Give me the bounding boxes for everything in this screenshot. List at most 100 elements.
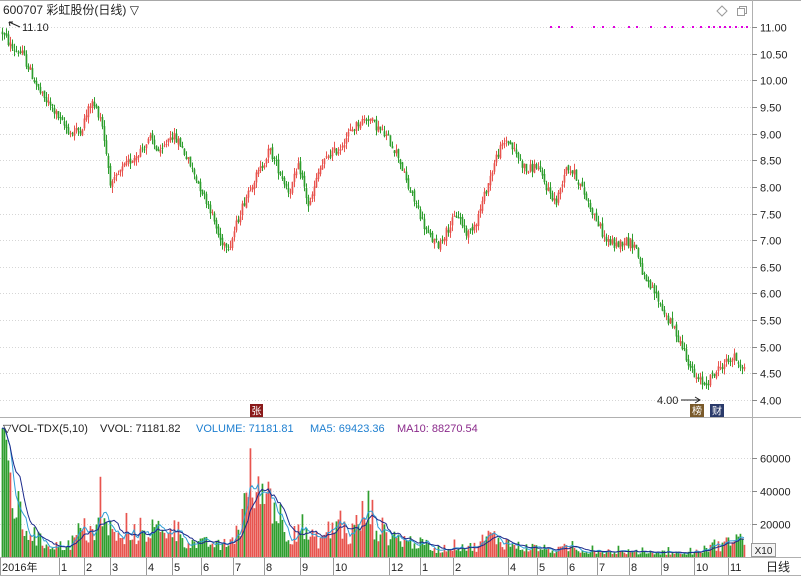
candle [165,139,168,148]
candle-body [365,119,368,121]
volume-bar [431,550,434,557]
vol-indicator-name[interactable]: ▽VOL-TDX(5,10) [3,423,88,435]
candle [459,212,462,225]
candle-body [191,167,194,169]
cai-badge[interactable]: 财 [710,404,724,418]
volume-bar [545,549,548,557]
scale-badge[interactable]: X10 [751,543,776,558]
candle [683,342,686,352]
period-label[interactable]: 日线 [766,560,790,574]
candle [729,357,732,367]
volume-bar [365,522,368,557]
candle [439,238,442,252]
volume-bar [353,525,356,557]
candle [113,172,116,184]
price-tick-label: 8.50 [760,156,781,168]
event-marker [700,26,702,28]
time-axis-label: 7 [235,562,241,574]
candle [659,302,662,307]
candle [325,151,328,159]
volume-bar [465,550,468,557]
candle-body [405,171,408,181]
candle [67,123,70,135]
volume-bar [149,538,152,557]
event-marker [602,26,604,28]
candle-body [351,129,354,132]
candle-body [487,183,490,193]
candle [43,90,46,102]
candle [115,172,118,182]
candle-body [301,172,304,178]
candle [715,370,718,380]
candle-body [599,223,602,226]
candle-body [505,140,508,142]
stock-title[interactable]: 600707 彩虹股份(日线) ▽ [3,3,140,17]
price-tick-label: 9.50 [760,103,781,115]
volume-bar [229,539,232,557]
candle-body [41,92,44,94]
zhang-badge[interactable]: 张 [250,404,263,418]
candle-body [399,159,402,165]
volume-bar [69,549,72,557]
candle [519,154,522,161]
volume-bar [643,551,646,557]
diamond-icon[interactable] [716,5,728,17]
candle-body [127,159,130,163]
candle [609,236,612,246]
candle-body [411,191,414,193]
volume-bar [655,552,658,557]
candle [589,199,592,213]
volume-bar [45,544,48,557]
volume-bar [433,548,436,557]
candle-body [377,126,380,132]
volume-bar [157,520,160,557]
volume-bar [201,538,204,557]
candle-body [679,340,682,344]
candle [617,241,620,248]
volume-bar [131,539,134,557]
candle [101,114,104,130]
volume-bar [247,497,250,557]
high-annotation: 11.10 [8,21,49,34]
candle-body [221,237,224,246]
candle [509,140,512,145]
candle-body [579,183,582,187]
volume-bar [113,531,116,557]
volume-bar [505,538,508,557]
volume-bar [533,544,536,557]
candle [601,217,604,239]
volume-bar [55,542,58,557]
candle [131,160,134,164]
candle-body [55,110,58,115]
candle [513,141,516,152]
price-tick-label: 6.00 [760,289,781,301]
candle [361,115,364,126]
volume-bar [237,529,240,557]
volume-bar [235,525,238,557]
volume-bar [123,544,126,557]
candle [383,125,386,138]
candle [133,154,136,166]
volume-bar [199,538,202,557]
volume-bar [511,544,514,557]
candle [473,221,476,234]
svg-text:榜: 榜 [692,405,702,418]
candle [13,43,16,57]
price-tick-label: 4.00 [760,396,781,408]
restore-icon[interactable] [737,6,747,16]
bang-badge[interactable]: 榜 [690,404,704,418]
candle [359,121,362,130]
candle-body [503,142,506,145]
candle [447,224,450,237]
candle [255,169,258,189]
candle-body [141,147,144,149]
candle-body [629,238,632,249]
volume-bar [115,540,118,557]
candle-body [511,142,514,150]
candle [243,197,246,207]
volume-bar [513,544,516,557]
volume-bar [111,528,114,557]
candle-body [667,315,670,324]
volume-bar [679,553,682,557]
